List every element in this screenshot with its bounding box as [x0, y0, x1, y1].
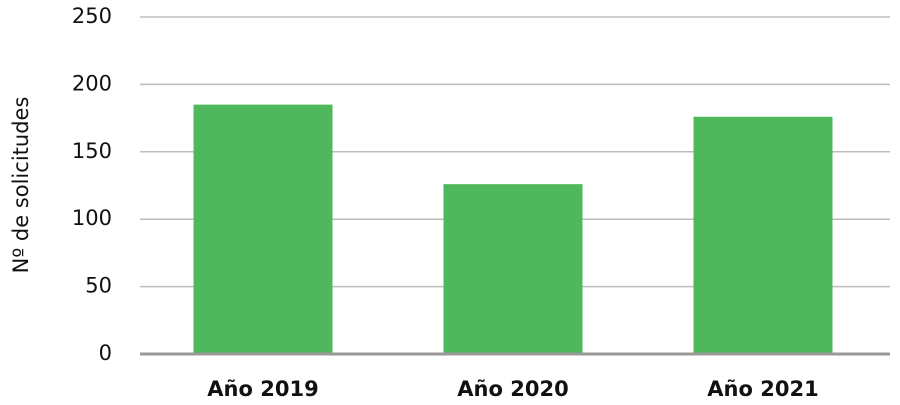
- x-tick-label: Año 2021: [707, 377, 818, 401]
- x-tick-label: Año 2020: [457, 377, 568, 401]
- y-tick-label: 150: [72, 139, 112, 163]
- bar: [193, 104, 333, 355]
- bar: [443, 184, 583, 354]
- y-tick-label: 100: [72, 206, 112, 230]
- x-tick-label: Año 2019: [207, 377, 318, 401]
- y-tick-label: 50: [85, 274, 112, 298]
- y-tick-label: 250: [72, 4, 112, 28]
- y-axis-label: Nº de solicitudes: [9, 97, 33, 274]
- y-tick-label: 0: [99, 341, 112, 365]
- bar: [693, 116, 833, 354]
- y-tick-label: 200: [72, 71, 112, 95]
